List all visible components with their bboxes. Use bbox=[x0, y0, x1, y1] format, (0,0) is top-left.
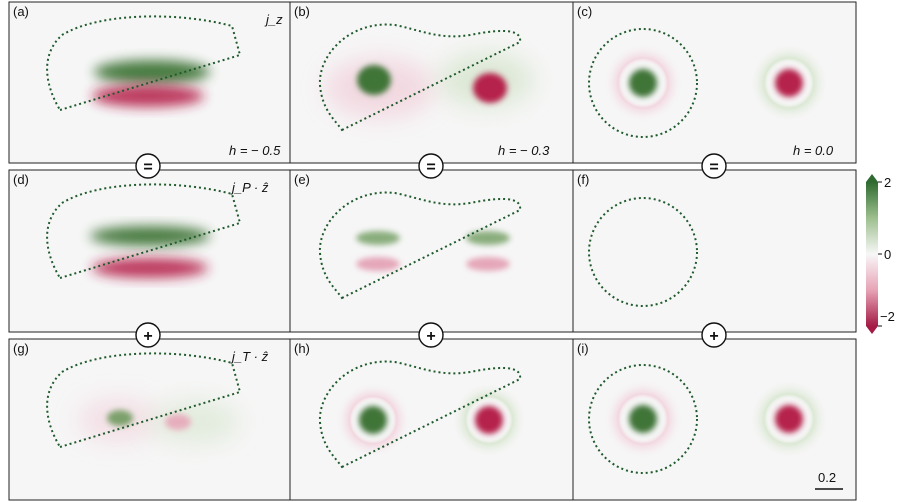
panel-a-contour bbox=[46, 15, 242, 112]
panel-a: (a) j_z h = − 0.5 bbox=[8, 1, 292, 164]
scale-bar: 0.2 bbox=[815, 470, 843, 490]
plus-sign-col1: + bbox=[135, 322, 161, 348]
plus-symbol-col3: + bbox=[709, 328, 718, 345]
panel-d-label: (d) bbox=[13, 172, 29, 187]
panel-g-positive-blob bbox=[107, 410, 133, 426]
panel-g-quantity: j_T · ẑ bbox=[230, 349, 269, 364]
panel-f-label: (f) bbox=[577, 172, 589, 187]
panel-e-positive-left bbox=[356, 231, 400, 245]
panel-e-negative-right bbox=[466, 257, 510, 271]
panel-h-contour bbox=[318, 360, 522, 469]
panel-c-blob-positive bbox=[629, 69, 657, 97]
panel-d-contour bbox=[46, 183, 242, 280]
panel-f: (f) bbox=[572, 169, 857, 333]
colorbar-max-label: 2 bbox=[884, 175, 891, 190]
panel-e-frame bbox=[289, 169, 574, 333]
plus-symbol-col1: + bbox=[143, 328, 152, 345]
colorbar-mid-label: 0 bbox=[884, 247, 891, 262]
panel-b-label: (b) bbox=[294, 4, 310, 19]
equals-symbol-col1: = bbox=[143, 159, 152, 176]
panel-g-halo-right bbox=[150, 400, 240, 444]
panel-h: (h) bbox=[289, 338, 574, 501]
colorbar: 2 0 −2 bbox=[866, 174, 895, 334]
panel-c-blob-negative bbox=[775, 69, 803, 97]
panel-b: (b) h = − 0.3 bbox=[289, 1, 574, 164]
panel-g-contour bbox=[46, 352, 242, 449]
plus-sign-col2: + bbox=[418, 322, 444, 348]
panel-c-contour bbox=[588, 28, 698, 138]
panel-a-positive-lobe bbox=[94, 60, 210, 84]
panel-a-quantity: j_z bbox=[264, 12, 283, 27]
plus-circle-col2 bbox=[418, 322, 444, 348]
scale-bar-label: 0.2 bbox=[818, 470, 836, 485]
plus-circle-col3 bbox=[701, 322, 727, 348]
equals-circle-col1 bbox=[135, 153, 161, 179]
equals-sign-col2: = bbox=[418, 153, 444, 179]
panel-b-contour bbox=[318, 23, 522, 132]
panel-a-label: (a) bbox=[13, 4, 29, 19]
colorbar-bottom-arrow bbox=[866, 326, 878, 334]
panel-a-field-value: h = − 0.5 bbox=[229, 143, 281, 158]
panel-i-blob-positive bbox=[629, 405, 657, 433]
equals-circle-col3 bbox=[701, 153, 727, 179]
panel-d-frame bbox=[8, 169, 292, 333]
panel-e-contour bbox=[318, 191, 522, 300]
panel-i-label: (i) bbox=[577, 341, 589, 356]
panel-f-frame bbox=[572, 169, 857, 333]
panel-b-blob-positive bbox=[357, 65, 391, 95]
equals-symbol-col2: = bbox=[426, 159, 435, 176]
panel-g-label: (g) bbox=[13, 341, 29, 356]
panel-c: (c) h = 0.0 bbox=[572, 1, 857, 164]
panel-d-negative-lobe bbox=[92, 258, 208, 278]
plus-sign-col3: + bbox=[701, 322, 727, 348]
panel-h-blob-positive bbox=[359, 406, 387, 434]
panel-i: (i) 0.2 bbox=[572, 338, 857, 501]
panel-e-label: (e) bbox=[294, 172, 310, 187]
panel-e: (e) bbox=[289, 169, 574, 333]
colorbar-min-label: −2 bbox=[880, 309, 895, 324]
equals-sign-col1: = bbox=[135, 153, 161, 179]
equals-symbol-col3: = bbox=[709, 159, 718, 176]
panel-d: (d) j_P · ẑ bbox=[8, 169, 292, 333]
panel-d-positive-lobe bbox=[90, 226, 210, 246]
panel-i-blob-negative bbox=[775, 405, 803, 433]
panel-c-field-value: h = 0.0 bbox=[793, 143, 834, 158]
panel-b-blob-negative bbox=[473, 73, 507, 103]
panel-g: (g) j_T · ẑ bbox=[8, 338, 292, 501]
panel-c-label: (c) bbox=[577, 4, 592, 19]
plus-symbol-col2: + bbox=[426, 328, 435, 345]
panel-h-blob-negative bbox=[475, 406, 503, 434]
equals-circle-col2 bbox=[418, 153, 444, 179]
panel-h-label: (h) bbox=[294, 341, 310, 356]
panel-e-positive-right bbox=[466, 231, 510, 245]
plus-operators: + + + bbox=[135, 322, 727, 348]
colorbar-top-arrow bbox=[866, 174, 878, 182]
panel-a-negative-lobe bbox=[92, 85, 204, 107]
plus-circle-col1 bbox=[135, 322, 161, 348]
panel-b-field-value: h = − 0.3 bbox=[498, 143, 550, 158]
panel-i-contour bbox=[588, 364, 698, 474]
panel-g-negative-blob bbox=[165, 414, 191, 430]
panel-h-frame bbox=[289, 338, 574, 501]
equals-sign-col3: = bbox=[701, 153, 727, 179]
colorbar-gradient bbox=[866, 182, 878, 326]
panel-f-contour bbox=[588, 197, 698, 307]
panel-e-negative-left bbox=[356, 257, 400, 271]
equals-operators: = = = bbox=[135, 153, 727, 179]
panel-d-quantity: j_P · ẑ bbox=[230, 180, 269, 195]
